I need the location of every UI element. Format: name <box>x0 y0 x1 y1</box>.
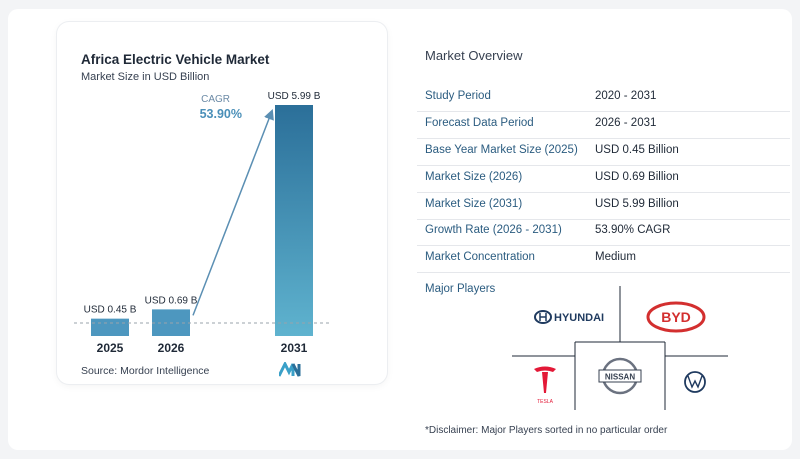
overview-row-value: USD 5.99 Billion <box>595 198 679 210</box>
nissan-wordmark: NISSAN <box>605 373 635 382</box>
overview-title: Market Overview <box>425 48 523 63</box>
data-label-2026: USD 0.69 B <box>145 295 198 306</box>
mordor-logo-icon <box>279 362 301 377</box>
hyundai-wordmark: HYUNDAI <box>554 312 604 324</box>
tesla-logo-icon: TESLA <box>534 366 556 405</box>
hyundai-logo-icon: HYUNDAI <box>534 310 604 324</box>
overview-row-value: 2020 - 2031 <box>595 90 657 102</box>
volkswagen-logo-icon <box>684 371 706 393</box>
bar-2031 <box>275 105 313 336</box>
byd-wordmark: BYD <box>661 309 691 325</box>
overview-row-label: Market Size (2031) <box>425 198 523 210</box>
overview-row-value: USD 0.69 Billion <box>595 171 679 183</box>
overview-row-value: USD 0.45 Billion <box>595 144 679 156</box>
disclaimer: *Disclaimer: Major Players sorted in no … <box>425 425 668 436</box>
cagr-value: 53.90% <box>200 107 242 121</box>
nissan-logo-icon: NISSAN <box>598 357 642 395</box>
overview-row-label: Study Period <box>425 90 491 102</box>
data-label-2025: USD 0.45 B <box>84 305 137 316</box>
overview-row: Market Size (2031) USD 5.99 Billion <box>417 193 790 220</box>
cagr-label: CAGR <box>201 94 230 105</box>
overview-row-value: 2026 - 2031 <box>595 117 657 129</box>
overview-row: Market Concentration Medium <box>417 246 790 273</box>
chart-subtitle: Market Size in USD Billion <box>81 71 210 83</box>
data-label-2031: USD 5.99 B <box>268 91 321 102</box>
major-players-title: Major Players <box>425 283 496 295</box>
x-tick-2031: 2031 <box>281 341 308 355</box>
chart-title: Africa Electric Vehicle Market <box>81 52 270 67</box>
overview-row: Base Year Market Size (2025) USD 0.45 Bi… <box>417 139 790 166</box>
overview-row-label: Market Concentration <box>425 251 535 263</box>
overview-row-value: 53.90% CAGR <box>595 224 671 236</box>
tesla-wordmark: TESLA <box>537 399 554 405</box>
overview-row: Growth Rate (2026 - 2031) 53.90% CAGR <box>417 219 790 246</box>
overview-row-label: Market Size (2026) <box>425 171 523 183</box>
overview-row-label: Base Year Market Size (2025) <box>425 144 578 156</box>
cagr-arrow <box>192 109 274 316</box>
byd-logo-icon: BYD <box>643 297 708 337</box>
overview-row-value: Medium <box>595 251 636 263</box>
x-tick-2026: 2026 <box>158 341 185 355</box>
source-note: Source: Mordor Intelligence <box>81 365 210 377</box>
overview-row-label: Growth Rate (2026 - 2031) <box>425 224 562 236</box>
overview-row-label: Forecast Data Period <box>425 117 534 129</box>
overview-row: Forecast Data Period 2026 - 2031 <box>417 112 790 139</box>
overview-row: Market Size (2026) USD 0.69 Billion <box>417 166 790 193</box>
overview-row: Study Period 2020 - 2031 <box>417 85 790 112</box>
x-tick-2025: 2025 <box>97 341 124 355</box>
